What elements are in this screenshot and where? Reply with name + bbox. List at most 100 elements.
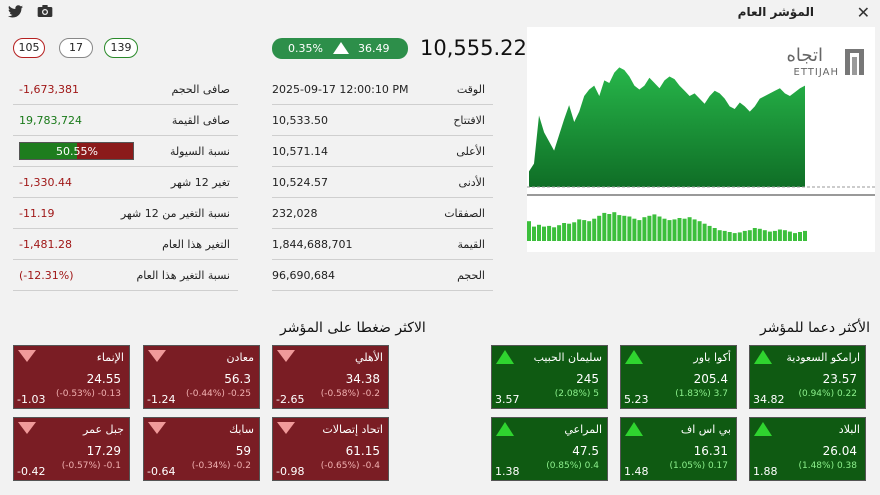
liquidity-bar-fill	[20, 143, 78, 159]
volume-bar	[662, 218, 667, 241]
camera-icon[interactable]	[37, 4, 53, 18]
up-arrow-icon	[754, 350, 772, 364]
volume-bar	[782, 230, 787, 241]
volume-bar	[712, 228, 717, 241]
declining-count-badge: 105	[13, 38, 45, 58]
stock-price: 23.57	[822, 372, 857, 386]
volume-bar	[612, 212, 617, 241]
stats-row: صافى القيمة 19,783,724	[13, 105, 238, 136]
index-points: 1.48	[624, 465, 649, 478]
stock-price: 61.15	[345, 444, 380, 458]
window-title: المؤشر العام	[737, 5, 814, 19]
volume-bar	[562, 223, 567, 241]
volume-bar	[532, 226, 536, 241]
volume-bar	[682, 218, 687, 241]
supporters-title: الأكثر دعما للمؤشر	[759, 320, 870, 336]
up-arrow-icon	[496, 350, 514, 364]
volume-bar	[687, 217, 692, 241]
details-row: الافتتاح 10,533.50	[272, 105, 493, 136]
volume-bar	[732, 233, 737, 241]
price-area-series	[529, 67, 805, 187]
volume-bar	[552, 227, 557, 241]
volume-bar	[722, 230, 727, 241]
up-arrow-icon	[625, 350, 643, 364]
pressure-tile[interactable]: جبل عمر 17.29 (-0.57%) -0.1 -0.42	[13, 417, 130, 481]
pressure-tile[interactable]: معادن 56.3 (-0.44%) -0.25 -1.24	[143, 345, 260, 409]
unchanged-count-badge: 17	[59, 38, 93, 58]
stock-price: 17.29	[86, 444, 121, 458]
index-points: -2.65	[276, 393, 305, 406]
close-icon[interactable]: ✕	[856, 3, 870, 22]
index-points: -1.03	[17, 393, 46, 406]
stats-value: -1,481.28	[19, 238, 72, 251]
details-value: 96,690,684	[272, 269, 335, 282]
supporter-tile[interactable]: البلاد 26.04 (1.48%) 0.38 1.88	[749, 417, 866, 481]
supporter-tile[interactable]: بي اس اف 16.31 (1.05%) 0.17 1.48	[620, 417, 737, 481]
stock-change: (-0.65%) -0.4	[320, 461, 380, 471]
index-points: 1.88	[753, 465, 778, 478]
stock-name: سليمان الحبيب	[533, 351, 602, 364]
stock-price: 59	[235, 444, 251, 458]
volume-bar	[787, 231, 792, 241]
volume-bar	[617, 215, 622, 241]
stock-name: الأهلي	[355, 351, 383, 364]
volume-bar	[567, 223, 572, 241]
volume-bar	[667, 220, 672, 241]
stock-price: 34.38	[345, 372, 380, 386]
details-value: 2025-09-17 12:00:10 PM	[272, 83, 409, 96]
details-value: 10,533.50	[272, 114, 328, 127]
volume-bar	[592, 218, 597, 241]
supporter-tile[interactable]: ارامكو السعودية 23.57 (0.94%) 0.22 34.82	[749, 345, 866, 409]
down-arrow-icon	[277, 422, 295, 434]
index-change-pill: 0.35% 36.49	[272, 38, 408, 59]
pressure-tile[interactable]: سابك 59 (-0.34%) -0.2 -0.64	[143, 417, 260, 481]
volume-bar	[632, 218, 637, 241]
top-bar: المؤشر العام ✕	[0, 0, 880, 26]
details-row: الأعلى 10,571.14	[272, 136, 493, 167]
volume-bar	[737, 232, 742, 241]
volume-bar	[627, 216, 632, 241]
liquidity-value: 50.55%	[56, 145, 98, 158]
volume-bar	[777, 229, 782, 241]
stats-row: نسبة السيولة 50.55%	[13, 136, 238, 167]
up-arrow-icon	[754, 422, 772, 436]
pressure-title: الاكثر ضغطا على المؤشر	[280, 320, 426, 336]
volume-bar	[757, 228, 762, 241]
stats-label: صافى القيمة	[171, 114, 230, 127]
pressure-tile[interactable]: الإنماء 24.55 (-0.53%) -0.13 -1.03	[13, 345, 130, 409]
volume-bar	[602, 212, 607, 241]
volume-bar	[642, 217, 647, 241]
volume-bar	[637, 220, 642, 241]
stats-row: تغير 12 شهر -1,330.44	[13, 167, 238, 198]
down-arrow-icon	[148, 350, 166, 362]
details-row: الأدنى 10,524.57	[272, 167, 493, 198]
index-intraday-chart: اتجاه ETTIJAH	[527, 27, 875, 252]
stock-name: بي اس اف	[680, 423, 731, 436]
volume-bar	[798, 232, 802, 241]
stats-label: التغير هذا العام	[162, 238, 230, 251]
details-row: الصفقات 232,028	[272, 198, 493, 229]
volume-bar	[707, 225, 712, 241]
supporter-tile[interactable]: سليمان الحبيب 245 (2.08%) 5 3.57	[491, 345, 608, 409]
stats-value: -11.19	[19, 207, 55, 220]
pressure-tile[interactable]: الأهلي 34.38 (-0.58%) -0.2 -2.65	[272, 345, 389, 409]
stock-price: 245	[576, 372, 599, 386]
details-label: الحجم	[457, 269, 485, 282]
supporter-tile[interactable]: المراعي 47.5 (0.85%) 0.4 1.38	[491, 417, 608, 481]
volume-bar	[582, 220, 587, 241]
details-value: 10,571.14	[272, 145, 328, 158]
advancing-count-badge: 139	[104, 38, 138, 58]
pressure-tile[interactable]: اتحاد إتصالات 61.15 (-0.65%) -0.4 -0.98	[272, 417, 389, 481]
volume-bar	[793, 233, 797, 241]
details-row: الوقت 2025-09-17 12:00:10 PM	[272, 74, 493, 105]
details-label: الافتتاح	[453, 114, 485, 127]
volume-bar	[772, 230, 777, 241]
stock-price: 205.4	[693, 372, 728, 386]
volume-bar	[742, 230, 747, 241]
supporter-tile[interactable]: أكوا باور 205.4 (1.83%) 3.7 5.23	[620, 345, 737, 409]
twitter-icon[interactable]	[8, 5, 23, 18]
stock-change: (-0.44%) -0.25	[185, 389, 251, 399]
stock-price: 24.55	[86, 372, 121, 386]
details-label: الوقت	[456, 83, 485, 96]
volume-bar	[557, 225, 562, 241]
